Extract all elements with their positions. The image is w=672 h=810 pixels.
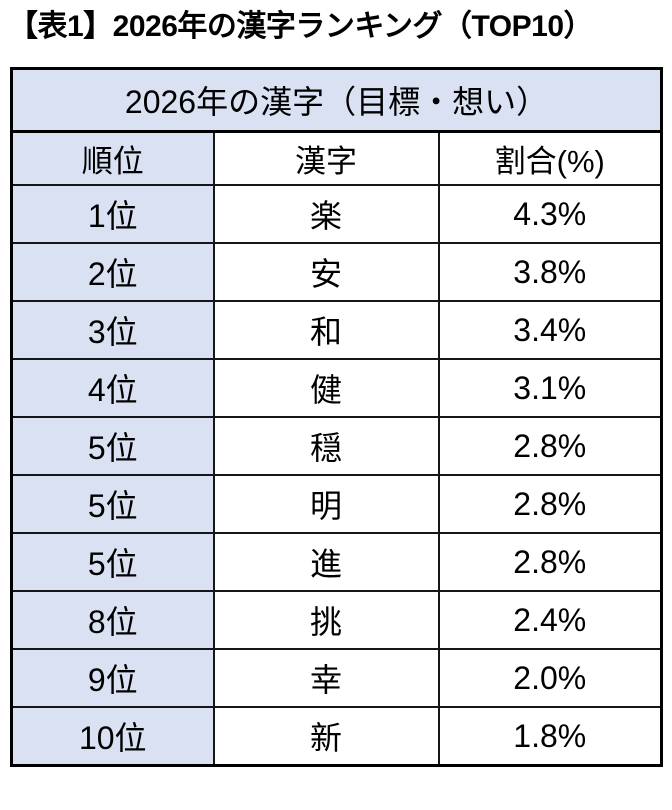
percent-cell: 3.4% — [437, 300, 663, 360]
rank-cell: 9位 — [10, 648, 215, 708]
rank-cell: 5位 — [10, 416, 215, 476]
rank-cell: 8位 — [10, 590, 215, 650]
table-row: 8位挑 2.4% — [10, 590, 663, 650]
column-header-row: 順位 漢字 割合(%) — [10, 130, 663, 186]
merged-header-row: 2026年の漢字（目標・想い） — [10, 67, 663, 133]
percent-cell: 2.8% — [437, 474, 663, 534]
rank-cell: 1位 — [10, 184, 215, 244]
rank-cell: 4位 — [10, 358, 215, 418]
percent-cell: 2.8% — [437, 416, 663, 476]
kanji-cell: 幸 — [212, 648, 440, 708]
column-header-kanji: 漢字 — [212, 130, 440, 186]
kanji-cell: 安 — [212, 242, 440, 302]
kanji-cell: 挑 — [212, 590, 440, 650]
percent-cell: 2.8% — [437, 532, 663, 592]
rank-cell: 2位 — [10, 242, 215, 302]
percent-cell: 1.8% — [437, 706, 663, 767]
table-row: 5位穏 2.8% — [10, 416, 663, 476]
percent-cell: 3.1% — [437, 358, 663, 418]
kanji-cell: 新 — [212, 706, 440, 767]
kanji-cell: 明 — [212, 474, 440, 534]
table-row: 5位明 2.8% — [10, 474, 663, 534]
table-row: 9位幸 2.0% — [10, 648, 663, 708]
percent-cell: 4.3% — [437, 184, 663, 244]
table-caption: 【表1】2026年の漢字ランキング（TOP10） — [8, 10, 594, 43]
table-body: 1位楽 4.3% 2位安 3.8% 3位和 3.4% 4位健 3.1% 5位穏 2.8% 5位明 2.… — [10, 184, 663, 767]
column-header-rank: 順位 — [10, 130, 215, 186]
kanji-cell: 健 — [212, 358, 440, 418]
table-row: 3位和 3.4% — [10, 300, 663, 360]
rank-cell: 3位 — [10, 300, 215, 360]
table-row: 5位進 2.8% — [10, 532, 663, 592]
table-row: 10位新 1.8% — [10, 706, 663, 767]
percent-cell: 2.0% — [437, 648, 663, 708]
table-title: 2026年の漢字（目標・想い） — [10, 67, 663, 133]
table-row: 4位健 3.1% — [10, 358, 663, 418]
kanji-cell: 和 — [212, 300, 440, 360]
rank-cell: 10位 — [10, 706, 215, 767]
kanji-ranking-table: 2026年の漢字（目標・想い） 順位 漢字 割合(%) 1位楽 4.3% 2位安 3.… — [10, 67, 664, 767]
column-header-percent: 割合(%) — [437, 130, 663, 186]
percent-cell: 2.4% — [437, 590, 663, 650]
rank-cell: 5位 — [10, 532, 215, 592]
percent-cell: 3.8% — [437, 242, 663, 302]
table-row: 2位安 3.8% — [10, 242, 663, 302]
table-row: 1位楽 4.3% — [10, 184, 663, 244]
rank-cell: 5位 — [10, 474, 215, 534]
kanji-cell: 進 — [212, 532, 440, 592]
kanji-cell: 穏 — [212, 416, 440, 476]
kanji-cell: 楽 — [212, 184, 440, 244]
